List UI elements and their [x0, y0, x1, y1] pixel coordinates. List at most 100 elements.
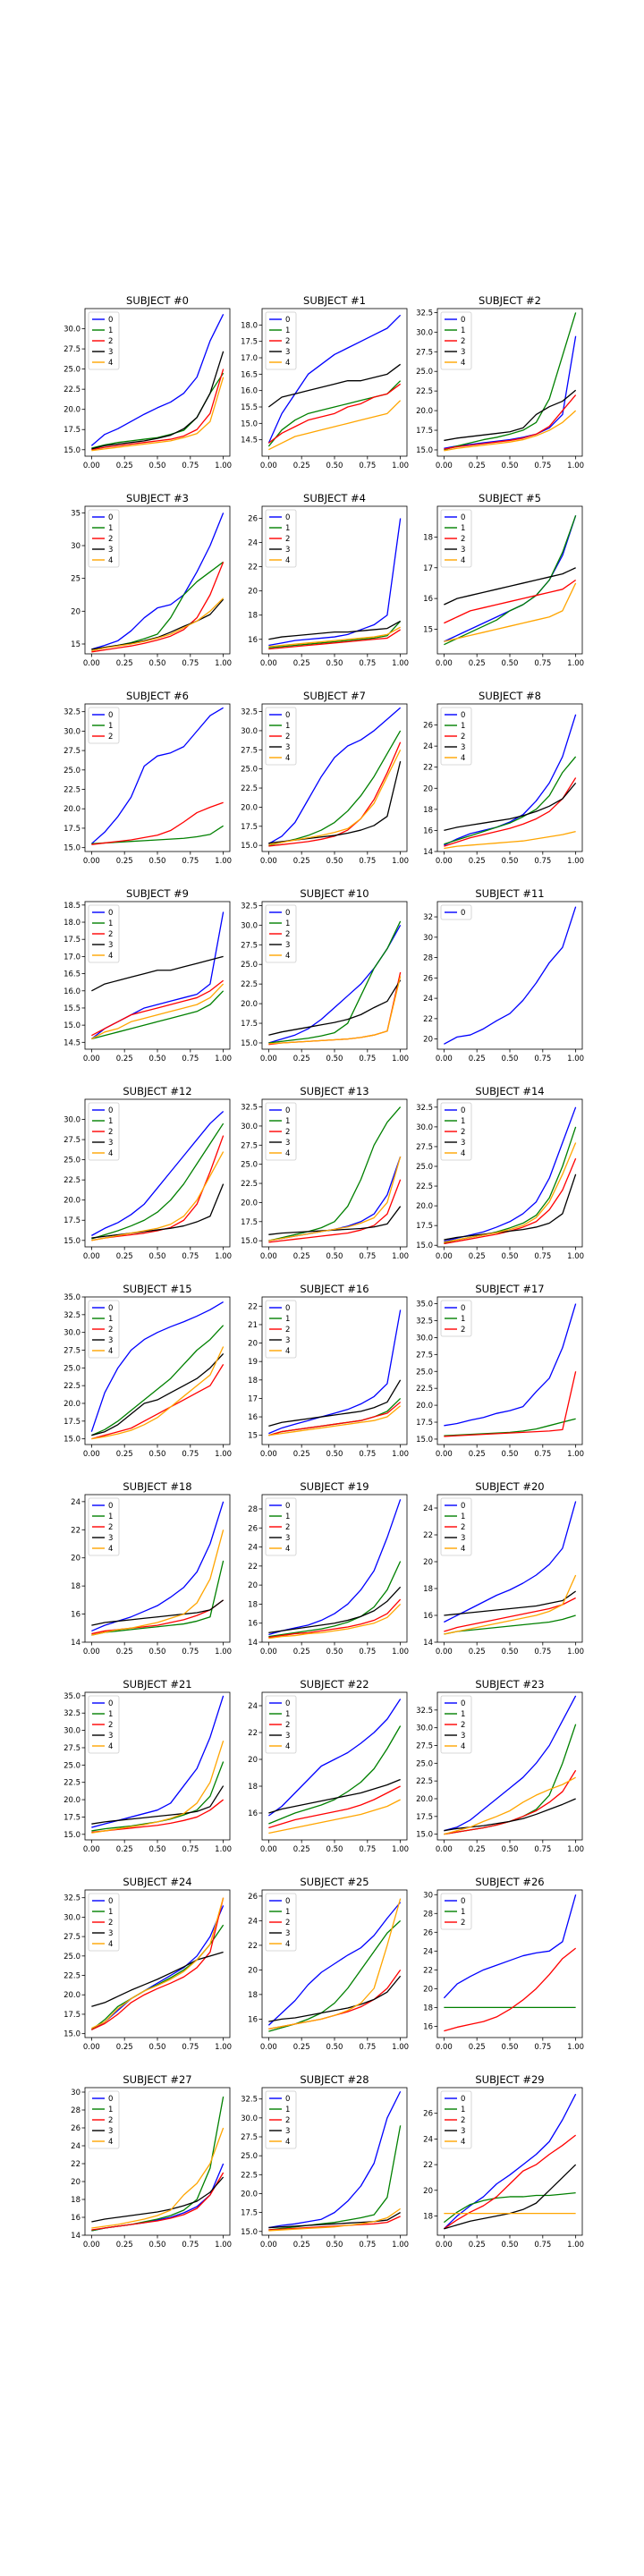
x-tick-label: 0.25 — [293, 857, 310, 866]
x-tick-label: 0.00 — [260, 2241, 277, 2250]
legend-label: 1 — [108, 1117, 113, 1126]
legend-label: 4 — [285, 1940, 290, 1949]
x-tick-label: 0.75 — [182, 2043, 199, 2052]
legend-label: 4 — [461, 556, 465, 565]
y-tick-label: 18 — [248, 612, 258, 621]
legend-label: 3 — [108, 941, 113, 950]
x-tick-label: 0.75 — [534, 2241, 551, 2250]
y-tick-label: 17.0 — [241, 354, 258, 363]
y-tick-label: 14.5 — [64, 1038, 80, 1047]
x-tick-label: 0.00 — [260, 1252, 277, 1261]
subplot-16: SUBJECT #16 0.00 0.25 0.50 0.75 1.00 15 16 17 18 1… — [248, 1283, 409, 1459]
y-tick-label: 22 — [423, 2161, 433, 2170]
subplot-22: SUBJECT #220.00 0.25 0.50 0.75 1.00161820222… — [248, 1678, 409, 1854]
subplot-7: SUBJECT #70.00 0.25 0.50 0.75 1.0015.017.520… — [241, 690, 409, 866]
series-line-2 — [91, 1364, 225, 1440]
y-tick-label: 22.5 — [64, 1779, 80, 1788]
y-tick-label: 26 — [423, 1928, 433, 1937]
series-line-1 — [268, 1725, 402, 1825]
x-tick-label: 0.75 — [182, 1450, 199, 1459]
x-tick-label: 0.25 — [116, 1252, 133, 1261]
x-tick-label: 1.00 — [215, 1450, 232, 1459]
y-tick-label: 18.5 — [64, 902, 80, 911]
y-tick-label: 15.0 — [64, 1237, 80, 1246]
series-line-3 — [268, 1379, 402, 1428]
x-tick-label: 0.50 — [149, 1845, 166, 1854]
y-tick-label: 30 — [71, 2089, 80, 2097]
legend-label: 0 — [285, 1897, 290, 1906]
x-tick-label: 0.25 — [293, 1252, 310, 1261]
x-tick-label: 0.00 — [83, 1648, 100, 1657]
x-tick-label: 0.25 — [469, 857, 486, 866]
x-tick-label: 0.25 — [293, 659, 310, 668]
series-line-3 — [268, 1206, 402, 1235]
x-tick-label: 0.25 — [469, 1648, 486, 1657]
series-line-0 — [268, 1309, 402, 1435]
legend-label: 0 — [285, 1304, 290, 1313]
legend-label: 1 — [461, 722, 465, 731]
x-tick-label: 1.00 — [215, 2241, 232, 2250]
y-tick-label: 26 — [248, 515, 258, 524]
y-tick-label: 27.5 — [416, 1143, 433, 1152]
series-line-2 — [268, 1179, 402, 1243]
x-tick-label: 0.75 — [534, 659, 551, 668]
x-tick-label: 0.00 — [436, 857, 453, 866]
series-line-0 — [90, 707, 224, 844]
x-tick-label: 1.00 — [392, 462, 409, 470]
legend-label: 0 — [108, 513, 113, 522]
series-line-4 — [91, 1897, 225, 2029]
y-tick-label: 32.5 — [416, 1104, 433, 1113]
y-tick-label: 30.0 — [241, 1123, 258, 1131]
legend-label: 2 — [108, 1326, 113, 1335]
x-tick-label: 0.75 — [359, 1845, 376, 1854]
y-tick-label: 20 — [71, 2178, 80, 2187]
y-tick-label: 20.0 — [416, 407, 433, 416]
legend-label: 1 — [461, 1513, 465, 1521]
x-tick-label: 0.00 — [436, 1450, 453, 1459]
y-tick-label: 32.5 — [64, 1894, 80, 1903]
y-tick-label: 20 — [71, 607, 80, 616]
series-line-2 — [444, 1947, 577, 2032]
y-tick-label: 25.0 — [241, 961, 258, 970]
y-tick-label: 22 — [71, 2160, 80, 2169]
subplot-6: SUBJECT #60.00 0.25 0.50 0.75 1.0015.017.520… — [64, 690, 232, 866]
series-line-2 — [444, 1597, 576, 1632]
y-tick-label: 16.0 — [241, 387, 258, 396]
legend-label: 2 — [285, 337, 290, 346]
subplot-11: SUBJECT #11 0.00 0.25 0.50 0.75 1.00 20 22 24 26 2… — [423, 887, 584, 1063]
x-tick-label: 0.50 — [502, 1055, 519, 1063]
x-tick-label: 0.25 — [293, 2241, 310, 2250]
y-tick-label: 22 — [248, 564, 258, 572]
x-tick-label: 0.50 — [326, 1845, 343, 1854]
y-tick-label: 24 — [423, 2135, 433, 2144]
y-tick-label: 18 — [423, 533, 433, 542]
x-tick-label: 0.00 — [436, 462, 453, 470]
y-tick-label: 15.0 — [64, 1436, 80, 1445]
x-tick-label: 0.50 — [502, 659, 519, 668]
legend-label: 2 — [461, 337, 465, 346]
y-tick-label: 16 — [248, 636, 258, 645]
subplot-21: SUBJECT #21 0.00 0.25 0.50 0.75 1.00 15.0 17.5 2… — [64, 1678, 232, 1854]
x-tick-label: 0.25 — [293, 1055, 310, 1063]
y-tick-label: 30.0 — [64, 326, 80, 335]
legend-label: 1 — [285, 1908, 290, 1917]
legend-label: 4 — [285, 754, 290, 763]
y-tick-label: 30.0 — [64, 727, 80, 736]
series-line-2 — [91, 369, 225, 451]
y-tick-label: 25.0 — [64, 366, 80, 375]
series-line-2 — [91, 2172, 225, 2231]
legend-label: 2 — [461, 1523, 465, 1532]
series-line-2 — [91, 1897, 225, 2030]
x-tick-label: 1.00 — [215, 1055, 232, 1063]
x-tick-label: 0.75 — [182, 2241, 199, 2250]
series-line-4 — [444, 410, 577, 452]
subplot-title: SUBJECT #23 — [475, 1678, 544, 1690]
series-line-0 — [268, 518, 402, 647]
series-line-2 — [444, 777, 577, 847]
x-tick-label: 0.00 — [436, 1648, 453, 1657]
y-tick-label: 27.5 — [64, 1346, 80, 1355]
x-tick-label: 1.00 — [567, 659, 584, 668]
x-tick-label: 1.00 — [215, 1648, 232, 1657]
subplot-19: SUBJECT #190.00 0.25 0.50 0.75 1.00141618202… — [248, 1480, 409, 1657]
y-tick-label: 30 — [423, 1891, 433, 1900]
